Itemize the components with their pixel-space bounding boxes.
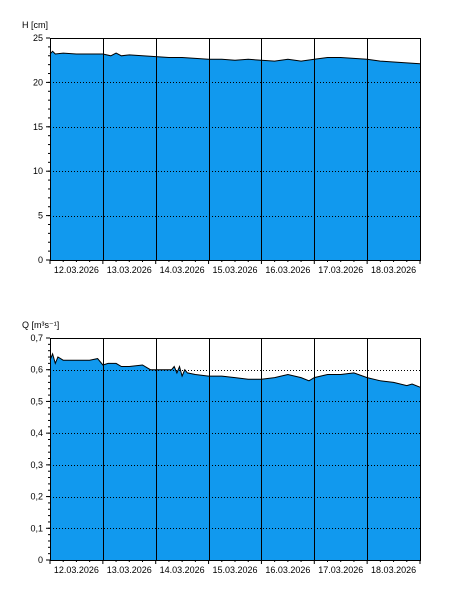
q-chart-ytick-label: 0,1 xyxy=(30,523,43,533)
h-chart-xtick-label: 14.03.2026 xyxy=(160,265,205,275)
h-chart-ytick-label: 20 xyxy=(33,77,43,87)
q-chart-xtick-label: 17.03.2026 xyxy=(318,565,363,575)
h-chart-xtick-label: 13.03.2026 xyxy=(107,265,152,275)
q-chart-series-line xyxy=(49,352,421,388)
q-chart-ytick-label: 0,7 xyxy=(30,333,43,343)
h-chart: 0 5 10 15 20 25 12.03.2026 13.03.2026 14.03.2026… xyxy=(22,20,421,275)
h-chart-ytick-label: 25 xyxy=(33,33,43,43)
h-chart-xtick-label: 18.03.2026 xyxy=(371,265,416,275)
h-chart-xtick-label: 12.03.2026 xyxy=(54,265,99,275)
h-chart-area xyxy=(50,51,420,260)
q-chart-xtick-label: 12.03.2026 xyxy=(54,565,99,575)
q-chart-ytick-label: 0,6 xyxy=(30,365,43,375)
q-chart-ytick-label: 0,2 xyxy=(30,492,43,502)
q-chart-xtick-label: 16.03.2026 xyxy=(265,565,310,575)
q-chart-ytick-label: 0,4 xyxy=(30,428,43,438)
h-chart-xtick-label: 17.03.2026 xyxy=(318,265,363,275)
q-chart-xtick-label: 14.03.2026 xyxy=(160,565,205,575)
q-chart: 0 0,1 0,2 0,3 0,4 0,5 0,6 0,7 12.03.2026 13.03.20… xyxy=(22,320,421,575)
q-chart-xtick-label: 18.03.2026 xyxy=(371,565,416,575)
h-chart-ytick-label: 10 xyxy=(33,166,43,176)
h-chart-ytick-label: 5 xyxy=(38,211,43,221)
h-chart-ytick-label: 15 xyxy=(33,122,43,132)
q-chart-xtick-label: 13.03.2026 xyxy=(107,565,152,575)
q-chart-ytick-label: 0,5 xyxy=(30,396,43,406)
h-chart-ylabel: H [cm] xyxy=(22,20,48,30)
h-chart-xtick-label: 15.03.2026 xyxy=(212,265,257,275)
h-chart-xtick-label: 16.03.2026 xyxy=(265,265,310,275)
q-chart-area xyxy=(50,353,420,560)
h-chart-series-line xyxy=(49,50,421,65)
q-chart-ylabel: Q [m³s⁻¹] xyxy=(22,320,59,330)
h-chart-ytick-label: 0 xyxy=(38,255,43,265)
q-chart-ytick-label: 0 xyxy=(38,555,43,565)
q-chart-xtick-label: 15.03.2026 xyxy=(212,565,257,575)
q-chart-ytick-label: 0,3 xyxy=(30,460,43,470)
